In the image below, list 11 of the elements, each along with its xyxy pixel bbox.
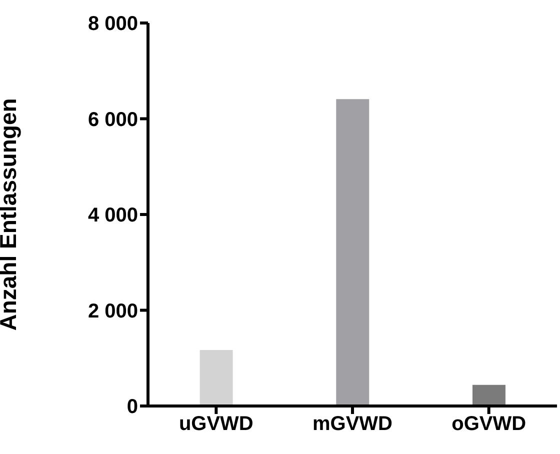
- y-tick-label: 0: [126, 396, 138, 418]
- y-tick-label: 2 000: [88, 300, 138, 322]
- x-tick-label: oGVWD: [452, 413, 526, 436]
- bar: [336, 99, 370, 406]
- bar: [200, 350, 233, 406]
- y-tick-label: 6 000: [88, 108, 138, 131]
- y-tick-label: 4 000: [88, 204, 138, 227]
- bar: [472, 384, 506, 406]
- x-tick-label: uGVWD: [178, 413, 254, 436]
- x-tick-label: mGVWD: [312, 413, 392, 436]
- y-tick-label: 8 000: [88, 13, 138, 36]
